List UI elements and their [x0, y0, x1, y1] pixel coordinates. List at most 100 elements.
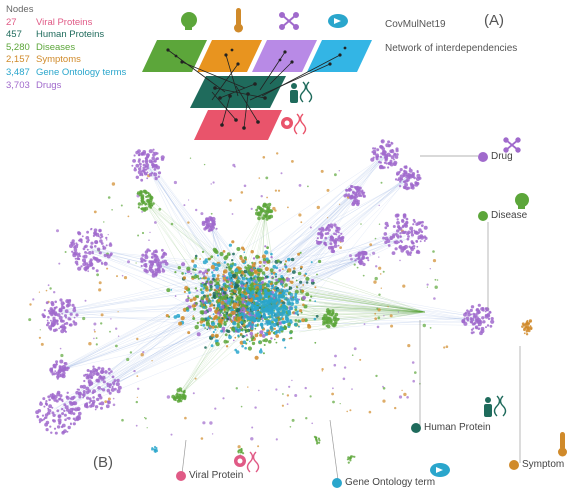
graph-node [247, 316, 251, 321]
graph-node [321, 370, 323, 372]
graph-node [228, 243, 232, 247]
graph-node [264, 277, 267, 280]
graph-node [216, 254, 219, 257]
graph-node [252, 318, 256, 321]
graph-node [106, 388, 111, 393]
graph-node [160, 157, 165, 161]
graph-node [140, 195, 144, 198]
graph-node [377, 308, 381, 312]
graph-node [147, 191, 150, 195]
graph-node [221, 286, 224, 288]
graph-node [330, 225, 334, 229]
graph-node [294, 292, 298, 296]
graph-node [406, 396, 409, 399]
graph-node [219, 292, 222, 296]
graph-node [314, 341, 317, 344]
graph-node [115, 382, 120, 387]
graph-node [239, 256, 243, 260]
graph-node [285, 296, 288, 300]
legend-label: Drugs [36, 79, 62, 91]
graph-node [245, 306, 248, 309]
graph-node [393, 158, 395, 161]
graph-node [205, 320, 210, 325]
graph-node [137, 387, 140, 390]
graph-node [191, 259, 195, 263]
graph-node [206, 294, 209, 298]
graph-node [115, 327, 118, 330]
graph-node [218, 313, 222, 317]
graph-node [279, 260, 282, 264]
graph-node [93, 322, 97, 326]
graph-edge [59, 315, 231, 370]
graph-node [239, 280, 244, 285]
graph-node [79, 238, 83, 242]
graph-node [194, 254, 198, 258]
graph-node [87, 270, 90, 273]
graph-edge [180, 321, 256, 396]
graph-node [53, 306, 57, 310]
graph-node [429, 268, 431, 270]
graph-node [369, 254, 371, 256]
graph-node [150, 160, 154, 164]
graph-node [274, 189, 277, 192]
graph-node [91, 266, 95, 270]
graph-node [232, 283, 234, 286]
graph-node [484, 307, 487, 310]
graph-node [105, 244, 108, 247]
graph-node [65, 316, 67, 319]
graph-node [132, 159, 137, 163]
graph-node [264, 266, 269, 271]
graph-node [433, 297, 436, 300]
graph-node [390, 324, 394, 328]
graph-node [206, 277, 210, 281]
layer-diseases [142, 40, 207, 72]
graph-node [86, 230, 89, 234]
graph-node [251, 303, 254, 306]
graph-node [164, 261, 169, 266]
graph-node [334, 312, 339, 317]
graph-node [255, 306, 259, 310]
legend-label: Gene Ontology terms [36, 66, 127, 78]
graph-node [96, 372, 100, 376]
graph-node [291, 160, 294, 163]
graph-node [250, 335, 253, 338]
graph-node [237, 287, 242, 292]
graph-node [294, 394, 298, 397]
graph-node [405, 217, 409, 221]
graph-node [413, 220, 416, 224]
graph-node [326, 316, 331, 321]
graph-node [349, 254, 352, 258]
graph-node [289, 302, 294, 307]
graph-node [83, 254, 88, 259]
graph-node [399, 232, 402, 235]
graph-node [216, 339, 219, 343]
graph-node [382, 385, 384, 388]
molecule-icon [279, 12, 299, 30]
graph-node [404, 165, 408, 169]
graph-node [280, 275, 284, 278]
graph-node [258, 349, 263, 354]
graph-node [335, 233, 338, 236]
graph-node [478, 309, 481, 312]
graph-node [220, 329, 224, 333]
graph-node [151, 448, 154, 451]
graph-node [233, 330, 236, 333]
graph-node [45, 400, 48, 403]
graph-node [228, 314, 231, 317]
graph-node [289, 292, 294, 297]
graph-node [234, 268, 239, 272]
graph-node [89, 404, 93, 408]
graph-node [262, 156, 266, 159]
graph-node [254, 280, 258, 284]
graph-node [68, 400, 72, 405]
graph-node [334, 238, 339, 242]
graph-node [359, 262, 363, 266]
graph-node [379, 155, 383, 159]
graph-node [163, 251, 166, 255]
graph-node [192, 315, 195, 317]
graph-edge [237, 231, 401, 287]
graph-node [356, 202, 360, 207]
graph-node [65, 304, 70, 308]
graph-node [137, 202, 142, 206]
graph-node [271, 276, 274, 279]
